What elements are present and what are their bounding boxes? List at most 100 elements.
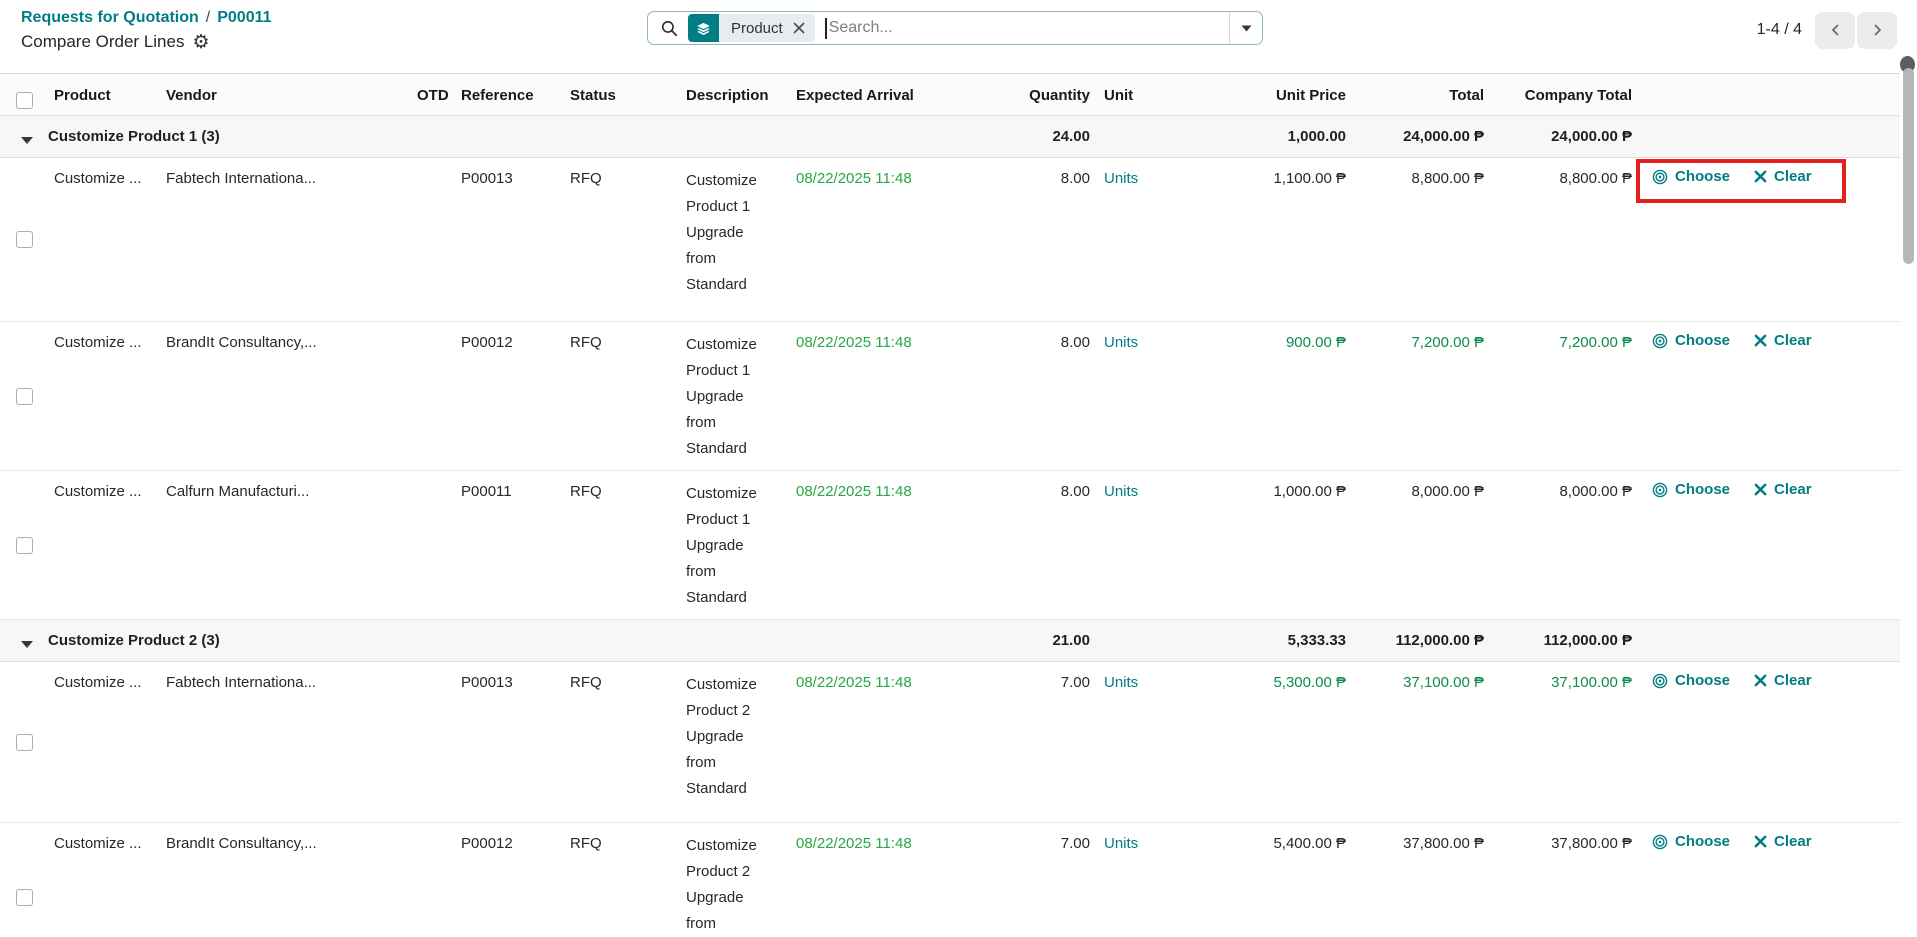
cell-reference: P00011: [461, 483, 512, 500]
column-header-status[interactable]: Status: [570, 87, 616, 104]
row-checkbox[interactable]: [15, 888, 33, 906]
row-checkbox[interactable]: [15, 387, 33, 405]
breadcrumb: Requests for Quotation / P00011: [21, 9, 272, 27]
x-icon: [1754, 835, 1767, 848]
clear-button[interactable]: Clear: [1754, 481, 1812, 498]
cell-total: 7,200.00 ₱: [1411, 334, 1484, 351]
cell-otd: [411, 823, 453, 833]
cell-actions: Choose Clear: [1638, 471, 1900, 498]
settings-gear-icon[interactable]: ⚙: [192, 30, 210, 53]
unit-link[interactable]: Units: [1104, 835, 1139, 852]
choose-button[interactable]: Choose: [1652, 833, 1730, 850]
clear-button[interactable]: Clear: [1754, 168, 1812, 185]
cell-company-total: 37,100.00 ₱: [1551, 674, 1632, 691]
facet-remove-icon[interactable]: [793, 14, 815, 42]
group-row-product-2[interactable]: Customize Product 2 (3) 21.00 5,333.33 1…: [0, 620, 1900, 662]
pager-range[interactable]: 1-4 / 4: [1756, 21, 1802, 38]
cell-product: Customize ...: [54, 483, 142, 500]
row-checkbox[interactable]: [15, 536, 33, 554]
cell-total: 37,100.00 ₱: [1403, 674, 1484, 691]
search-icon: [660, 19, 679, 38]
column-header-vendor[interactable]: Vendor: [166, 87, 217, 104]
cell-description: Customize Product 1 Upgrade from Standar…: [686, 485, 757, 606]
cell-vendor: Fabtech Internationa...: [166, 170, 317, 187]
bullseye-icon: [1652, 333, 1668, 348]
search-dropdown-toggle[interactable]: [1229, 12, 1262, 44]
collapse-caret-icon[interactable]: [21, 137, 33, 144]
pager-previous-button[interactable]: [1815, 11, 1855, 49]
cell-expected-arrival: 08/22/2025 11:48: [796, 483, 912, 500]
x-icon: [1754, 334, 1767, 347]
unit-link[interactable]: Units: [1104, 170, 1139, 187]
choose-button[interactable]: Choose: [1652, 672, 1730, 689]
collapse-caret-icon[interactable]: [21, 641, 33, 648]
cell-reference: P00013: [461, 170, 513, 187]
breadcrumb-current[interactable]: P00011: [217, 9, 272, 26]
cell-unit-price: 1,100.00 ₱: [1273, 170, 1346, 187]
cell-status: RFQ: [570, 835, 602, 852]
cell-company-total: 37,800.00 ₱: [1551, 835, 1632, 852]
column-header-reference[interactable]: Reference: [461, 87, 534, 104]
column-header-product[interactable]: Product: [54, 87, 111, 104]
cell-vendor: Fabtech Internationa...: [166, 674, 317, 691]
cell-expected-arrival: 08/22/2025 11:48: [796, 170, 912, 187]
column-header-otd[interactable]: OTD: [417, 87, 449, 104]
column-header-quantity[interactable]: Quantity: [1029, 87, 1090, 104]
select-all-checkbox[interactable]: [15, 92, 33, 109]
row-checkbox[interactable]: [15, 231, 33, 248]
column-header-expected-arrival[interactable]: Expected Arrival: [796, 87, 914, 104]
clear-button[interactable]: Clear: [1754, 332, 1812, 349]
choose-button[interactable]: Choose: [1652, 168, 1730, 185]
group-company-total: 112,000.00 ₱: [1543, 632, 1632, 649]
order-line-row: Customize ... Fabtech Internationa... P0…: [0, 158, 1900, 322]
cell-vendor: BrandIt Consultancy,...: [166, 334, 317, 351]
order-line-row: Customize ... Calfurn Manufacturi... P00…: [0, 471, 1900, 620]
breadcrumb-separator: /: [205, 9, 211, 26]
cell-total: 8,800.00 ₱: [1411, 170, 1484, 187]
x-icon: [1754, 170, 1767, 183]
order-line-row: Customize ... BrandIt Consultancy,... P0…: [0, 823, 1900, 937]
column-header-total[interactable]: Total: [1449, 87, 1484, 104]
bullseye-icon: [1652, 834, 1668, 849]
clear-button[interactable]: Clear: [1754, 672, 1812, 689]
unit-link[interactable]: Units: [1104, 674, 1139, 691]
clear-button[interactable]: Clear: [1754, 833, 1812, 850]
bullseye-icon: [1652, 673, 1668, 688]
x-icon: [1754, 483, 1767, 496]
cell-product: Customize ...: [54, 334, 142, 351]
cell-product: Customize ...: [54, 674, 142, 691]
column-header-description[interactable]: Description: [686, 87, 769, 104]
cell-reference: P00013: [461, 674, 513, 691]
cell-product: Customize ...: [54, 835, 142, 852]
group-label: Customize Product 1 (3): [48, 128, 220, 145]
cell-otd: [411, 158, 453, 168]
column-header-unit[interactable]: Unit: [1104, 87, 1134, 104]
unit-link[interactable]: Units: [1104, 334, 1139, 351]
column-header-unit-price[interactable]: Unit Price: [1275, 87, 1346, 104]
column-header-company-total[interactable]: Company Total: [1524, 87, 1632, 104]
text-caret: [824, 17, 827, 39]
bullseye-icon: [1652, 482, 1668, 497]
cell-quantity: 7.00: [1060, 835, 1090, 852]
cell-total: 8,000.00 ₱: [1411, 483, 1484, 500]
search-input[interactable]: Product Search...: [647, 11, 1263, 45]
group-quantity: 24.00: [1052, 128, 1090, 145]
cell-vendor: Calfurn Manufacturi...: [166, 483, 310, 500]
cell-vendor: BrandIt Consultancy,...: [166, 835, 317, 852]
group-row-product-1[interactable]: Customize Product 1 (3) 24.00 1,000.00 2…: [0, 116, 1900, 158]
breadcrumb-parent-link[interactable]: Requests for Quotation: [21, 9, 199, 26]
chevron-right-icon: [1873, 24, 1881, 36]
cell-product: Customize ...: [54, 170, 142, 187]
table-header-row: Product Vendor OTD Reference Status Desc…: [0, 73, 1900, 116]
cell-otd: [411, 662, 453, 672]
row-checkbox[interactable]: [15, 733, 33, 751]
compare-order-lines-table: Product Vendor OTD Reference Status Desc…: [0, 73, 1900, 937]
scrollbar-thumb[interactable]: [1903, 68, 1914, 264]
choose-button[interactable]: Choose: [1652, 332, 1730, 349]
cell-unit-price: 5,300.00 ₱: [1273, 674, 1346, 691]
choose-button[interactable]: Choose: [1652, 481, 1730, 498]
group-label: Customize Product 2 (3): [48, 632, 220, 649]
unit-link[interactable]: Units: [1104, 483, 1139, 500]
pager-next-button[interactable]: [1857, 11, 1897, 49]
order-line-row: Customize ... Fabtech Internationa... P0…: [0, 662, 1900, 823]
